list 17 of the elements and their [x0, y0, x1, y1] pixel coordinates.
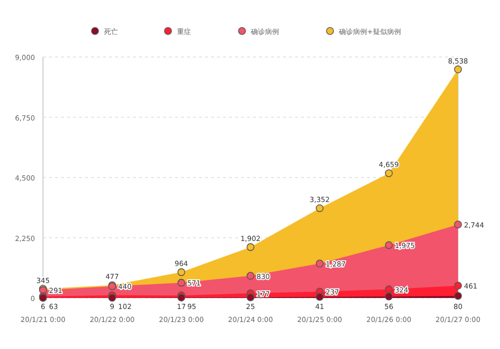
point: [316, 293, 324, 301]
point: [454, 220, 462, 228]
point: [454, 65, 462, 74]
point: [454, 282, 462, 290]
point: [246, 293, 254, 302]
point: [246, 272, 254, 280]
point: [454, 292, 462, 300]
point: [384, 169, 393, 178]
point: [384, 292, 393, 300]
point: [316, 260, 324, 268]
point: [384, 241, 393, 250]
point: [177, 268, 186, 276]
point: [316, 204, 324, 212]
point: [177, 278, 186, 287]
point: [384, 285, 393, 294]
point: [108, 294, 116, 302]
point: [246, 243, 254, 251]
